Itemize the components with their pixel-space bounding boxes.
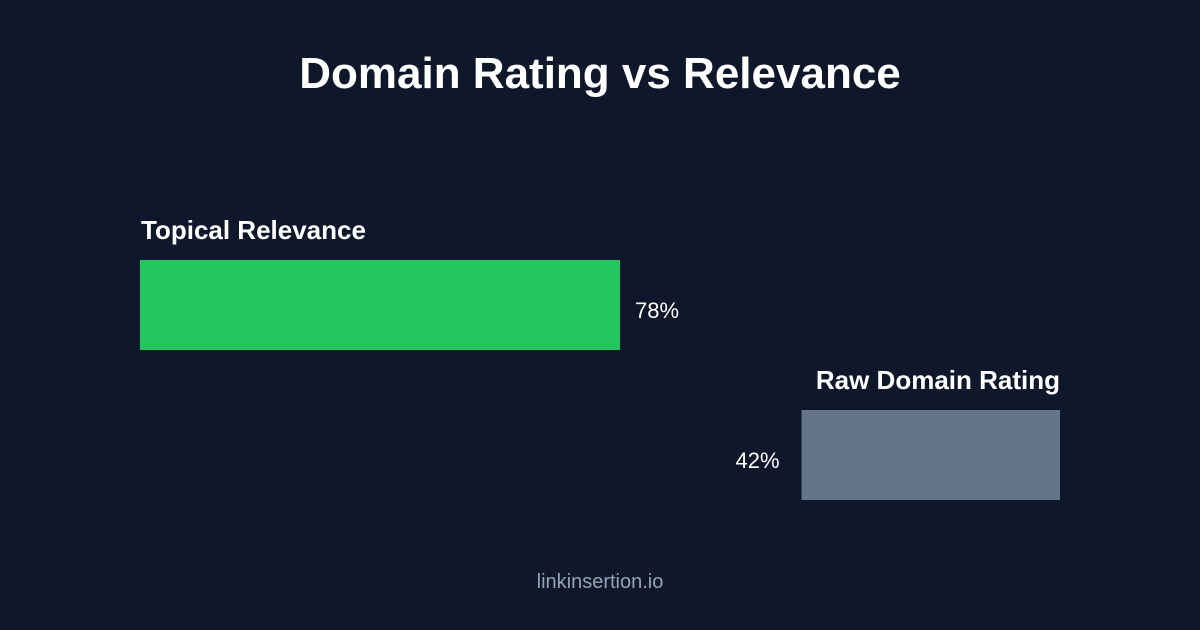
value-label-raw-domain-rating: 42% [735,448,779,473]
bar-label-topical-relevance: Topical Relevance [141,215,366,245]
bar-raw-domain-rating [801,410,1060,500]
bar-group-raw-domain-rating: Raw Domain Rating 42% [735,365,1060,500]
value-label-topical-relevance: 78% [635,298,679,323]
bar-topical-relevance [140,260,620,350]
page-title: Domain Rating vs Relevance [299,49,901,98]
bar-group-topical-relevance: Topical Relevance 78% [140,215,679,350]
footer-brand: linkinsertion.io [536,571,664,593]
bar-label-raw-domain-rating: Raw Domain Rating [816,365,1060,395]
